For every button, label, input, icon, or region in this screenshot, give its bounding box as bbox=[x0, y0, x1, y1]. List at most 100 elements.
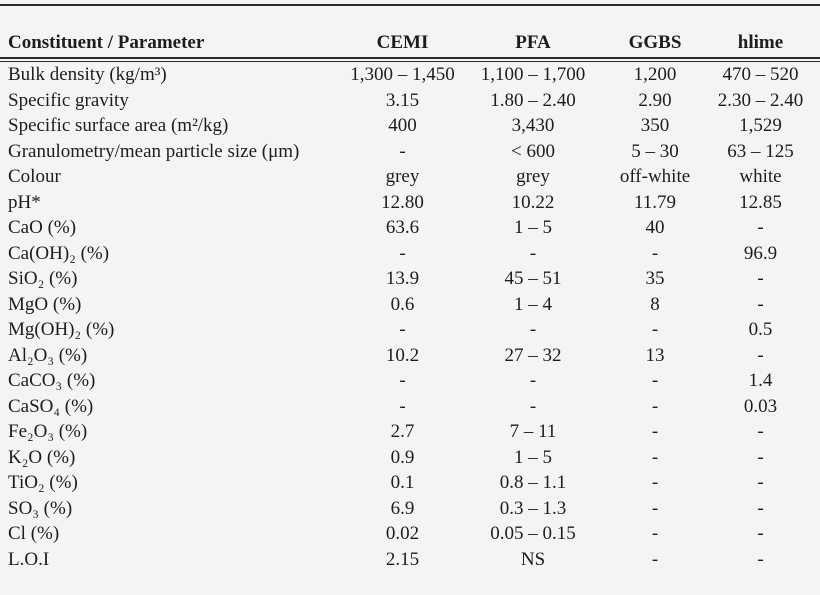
table-row: Specific surface area (m²/kg) 400 3,430 350… bbox=[0, 113, 820, 139]
cell-value: 0.05 – 0.15 bbox=[490, 523, 576, 544]
column-header-cemi: CEMI bbox=[376, 32, 429, 53]
column-header-pfa: PFA bbox=[515, 32, 551, 53]
cell-value: - bbox=[529, 395, 537, 417]
cell-value: 0.6 bbox=[390, 293, 415, 315]
row-label: CaO (%) bbox=[8, 217, 77, 238]
constituents-table: Constituent / Parameter CEMI PFA GGBS hl… bbox=[0, 4, 820, 572]
cell-value: 63.6 bbox=[385, 217, 420, 238]
cell-value: 7 – 11 bbox=[509, 421, 557, 442]
cell-value: NS bbox=[520, 548, 546, 570]
table-header-row: Constituent / Parameter CEMI PFA GGBS hl… bbox=[0, 6, 820, 57]
row-label: Cl (%) bbox=[8, 523, 60, 544]
cell-value: - bbox=[757, 293, 764, 315]
cell-value: 1.4 bbox=[748, 370, 773, 391]
cell-value: 0.1 bbox=[390, 472, 415, 493]
cell-value: 1,529 bbox=[739, 115, 782, 136]
table-row: Colour grey grey off-white white bbox=[0, 164, 820, 190]
cell-value: 12.85 bbox=[739, 191, 782, 213]
cell-value: - bbox=[757, 421, 764, 442]
row-label: SO₃ (%) bbox=[8, 497, 73, 519]
cell-value: 1,100 – 1,700 bbox=[480, 64, 586, 85]
cell-value: 11.79 bbox=[633, 191, 677, 213]
table-row: Fe₂O₃ (%) 2.7 7 – 11 - - bbox=[0, 419, 820, 445]
cell-value: 2.15 bbox=[385, 548, 420, 570]
cell-value: 470 – 520 bbox=[722, 64, 799, 85]
cell-value: 400 bbox=[388, 115, 417, 136]
row-label: Fe₂O₃ (%) bbox=[8, 421, 88, 442]
cell-value: - bbox=[757, 523, 764, 544]
cell-value: 0.03 bbox=[743, 395, 778, 417]
cell-value: - bbox=[651, 395, 659, 417]
table-top-rule bbox=[0, 4, 820, 6]
table-row: Specific gravity 3.15 1.80 – 2.40 2.90 2.30 … bbox=[0, 88, 820, 114]
row-label: Colour bbox=[8, 166, 61, 187]
row-label: Bulk density (kg/m³) bbox=[8, 64, 167, 85]
cell-value: 350 bbox=[640, 115, 670, 136]
cell-value: - bbox=[529, 242, 537, 264]
table-row: Bulk density (kg/m³) 1,300 – 1,450 1,100 –… bbox=[0, 62, 820, 88]
table-row: Granulometry/mean particle size (μm) - < 6… bbox=[0, 139, 820, 165]
row-label: MgO (%) bbox=[8, 293, 82, 315]
table-row: L.O.I 2.15 NS - - bbox=[0, 547, 820, 573]
cell-value: - bbox=[757, 548, 764, 570]
table-row: K₂O (%) 0.9 1 – 5 - - bbox=[0, 445, 820, 471]
row-label: CaSO₄ (%) bbox=[8, 395, 94, 417]
cell-value: 10.2 bbox=[385, 344, 420, 366]
cell-value: 1 – 5 bbox=[514, 217, 552, 238]
cell-value: 1,300 – 1,450 bbox=[350, 64, 455, 85]
cell-value: 0.3 – 1.3 bbox=[499, 497, 567, 519]
cell-value: 63 – 125 bbox=[727, 140, 794, 162]
row-label: SiO₂ (%) bbox=[8, 268, 78, 289]
table-row: TiO₂ (%) 0.1 0.8 – 1.1 - - bbox=[0, 470, 820, 496]
cell-value: 1 – 4 bbox=[514, 293, 552, 315]
cell-value: grey bbox=[516, 166, 550, 187]
row-label: pH* bbox=[8, 191, 41, 213]
column-header-constituent-parameter: Constituent / Parameter bbox=[8, 32, 205, 53]
cell-value: - bbox=[651, 548, 659, 570]
row-label: Al₂O₃ (%) bbox=[8, 344, 88, 366]
cell-value: - bbox=[651, 370, 659, 391]
row-label: Specific gravity bbox=[8, 89, 129, 111]
cell-value: - bbox=[757, 344, 764, 366]
table-row: Al₂O₃ (%) 10.2 27 – 32 13 - bbox=[0, 343, 820, 369]
cell-value: 3.15 bbox=[385, 89, 420, 111]
cell-value: - bbox=[399, 140, 406, 162]
cell-value: 0.8 – 1.1 bbox=[499, 472, 567, 493]
cell-value: - bbox=[651, 421, 659, 442]
cell-value: 0.02 bbox=[385, 523, 420, 544]
cell-value: - bbox=[529, 319, 537, 340]
table-row: CaO (%) 63.6 1 – 5 40 - bbox=[0, 215, 820, 241]
cell-value: - bbox=[651, 319, 659, 340]
cell-value: white bbox=[739, 166, 782, 187]
table-row: Cl (%) 0.02 0.05 – 0.15 - - bbox=[0, 521, 820, 547]
cell-value: 35 bbox=[645, 268, 665, 289]
cell-value: - bbox=[651, 242, 659, 264]
cell-value: 12.80 bbox=[381, 191, 424, 213]
row-label: Ca(OH)₂ (%) bbox=[8, 242, 110, 264]
cell-value: 27 – 32 bbox=[504, 344, 562, 366]
table-row: SO₃ (%) 6.9 0.3 – 1.3 - - bbox=[0, 496, 820, 522]
table-row: Ca(OH)₂ (%) - - - 96.9 bbox=[0, 241, 820, 267]
table-row: MgO (%) 0.6 1 – 4 8 - bbox=[0, 292, 820, 318]
table-row: CaSO₄ (%) - - - 0.03 bbox=[0, 394, 820, 420]
cell-value: 0.5 bbox=[748, 319, 773, 340]
cell-value: 96.9 bbox=[743, 242, 778, 264]
table-body: Bulk density (kg/m³) 1,300 – 1,450 1,100 –… bbox=[0, 62, 820, 572]
cell-value: - bbox=[757, 472, 764, 493]
cell-value: 45 – 51 bbox=[504, 268, 562, 289]
cell-value: - bbox=[399, 370, 406, 391]
cell-value: 5 – 30 bbox=[631, 140, 679, 162]
row-label: K₂O (%) bbox=[8, 446, 76, 468]
table-row: pH* 12.80 10.22 11.79 12.85 bbox=[0, 190, 820, 216]
row-label: L.O.I bbox=[8, 548, 50, 570]
cell-value: 2.30 – 2.40 bbox=[717, 89, 804, 111]
cell-value: grey bbox=[385, 166, 420, 187]
cell-value: 8 bbox=[650, 293, 660, 315]
row-label: CaCO₃ (%) bbox=[8, 370, 96, 391]
cell-value: - bbox=[651, 472, 659, 493]
cell-value: 40 bbox=[645, 217, 665, 238]
cell-value: - bbox=[399, 395, 406, 417]
row-label: Mg(OH)₂ (%) bbox=[8, 319, 115, 340]
cell-value: - bbox=[399, 319, 406, 340]
cell-value: < 600 bbox=[511, 140, 555, 162]
